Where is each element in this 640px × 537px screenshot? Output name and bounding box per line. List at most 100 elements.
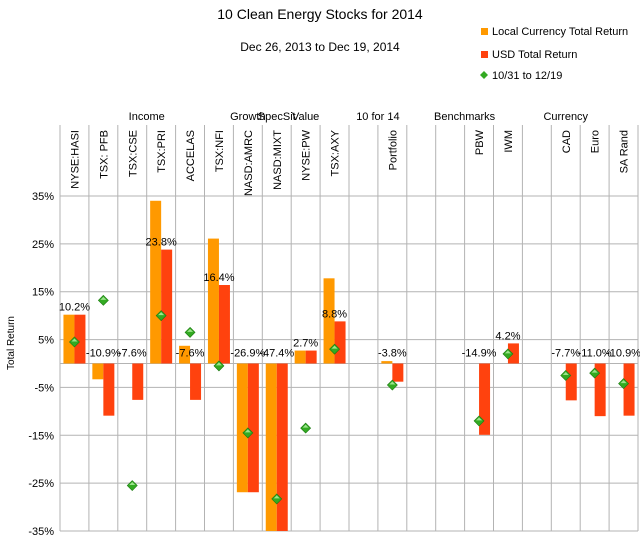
data-label: -47.4% [259,348,294,360]
group-label: Currency [543,111,588,123]
data-label: 10.2% [59,302,90,314]
marker [242,427,254,439]
legend-swatch-usd [481,51,488,58]
marker-highlight [562,371,569,375]
category-label: SA Rand [619,130,631,173]
marker-highlight [620,380,627,384]
bar-usd [132,363,144,400]
marker-highlight [71,338,78,342]
legend-swatch-marker [480,71,488,79]
marker-highlight [504,350,511,354]
marker [473,415,485,427]
data-label: -10.9% [606,348,640,360]
marker-highlight [158,312,165,316]
bar-usd [594,363,606,417]
data-labels: 10.2%-10.9%-7.6%23.8%-7.6%16.4%-26.9%-47… [59,237,640,360]
category-label: NYSE:HASI [69,130,81,189]
marker-highlight [129,482,136,486]
y-tick-label: 25% [32,239,54,251]
category-label: IWM [503,130,515,153]
data-label: -26.9% [230,348,265,360]
y-tick-label: -35% [28,526,54,537]
bar-usd [565,363,577,401]
grid [59,125,639,532]
data-label: -10.9% [86,348,121,360]
y-tick-label: 15% [32,287,54,299]
legend-label-local: Local Currency Total Return [492,26,628,38]
bar-usd [305,350,317,364]
marker [97,294,109,306]
category-label: ACCELAS [185,130,197,181]
data-label: -14.9% [462,348,497,360]
data-label: 4.2% [495,330,520,342]
y-tick-label: 5% [38,335,54,347]
marker [560,370,572,381]
category-label: NASD:MIXT [272,130,284,190]
bar-usd [623,363,635,416]
data-label: 2.7% [293,338,318,350]
category-label: TSX:AXY [330,129,342,176]
marker [300,422,312,434]
marker-highlight [100,296,107,300]
bar-local [92,363,104,380]
data-label: -7.6% [176,348,205,360]
group-label: 10 for 14 [356,111,399,123]
bar-usd [103,363,115,416]
bar-local [63,314,75,364]
legend-label-usd: USD Total Return [492,49,577,61]
bar-local [179,345,191,364]
marker-highlight [244,429,251,433]
category-label: TSX:CSE [127,130,139,177]
bar-local [207,238,219,364]
marker [502,348,514,360]
category-label: TSX:PRI [156,130,168,173]
marker [618,378,629,390]
bar-local [236,363,248,493]
category-labels: NYSE:HASI TSX: PFB TSX:CSE TSX:PRI ACCELAS TS… [69,129,630,196]
marker-highlight [302,424,309,428]
category-label: NASD:AMRC [243,130,255,196]
marker [271,493,283,505]
bar-usd [392,363,404,382]
bar-usd [276,363,288,531]
chart-title: 10 Clean Energy Stocks for 2014 [217,6,423,22]
data-label: -7.7% [551,348,580,360]
y-tick-label: 35% [32,191,54,203]
y-tick-label: -25% [28,478,54,490]
marker [329,343,340,355]
marker [213,360,225,372]
bar-local [323,278,335,364]
marker-highlight [591,369,598,373]
marker-highlight [215,362,222,366]
marker [386,379,398,391]
category-label: CAD [561,130,573,153]
marker-highlight [331,345,338,349]
bar-usd [479,363,491,435]
bar-local [294,350,306,364]
legend-label-marker: 10/31 to 12/19 [492,70,562,82]
marker [155,310,167,322]
legend: Local Currency Total Return USD Total Re… [480,26,628,82]
bar-usd [161,249,173,364]
data-label: 16.4% [203,272,234,284]
data-label: -3.8% [378,348,407,360]
marker [126,480,138,491]
marker [589,367,601,379]
bar-usd [190,363,202,400]
bar-usd [507,343,519,364]
bar-usd [218,285,230,364]
data-label: -11.0% [578,348,612,360]
bar-local [150,200,162,364]
bar-usd [74,314,86,364]
marker-highlight [273,495,280,499]
bar-usd [334,321,346,364]
group-label: SpecSit [258,111,296,123]
data-label: -7.6% [118,348,147,360]
bar-local [381,361,393,364]
group-label: Growth [230,111,265,123]
y-axis-label: Total Return [6,316,17,370]
bars [63,200,635,531]
y-tick-labels: 35% 25% 15% 5% -5% -15% -25% -35% [28,191,54,537]
data-label: 23.8% [146,237,177,249]
